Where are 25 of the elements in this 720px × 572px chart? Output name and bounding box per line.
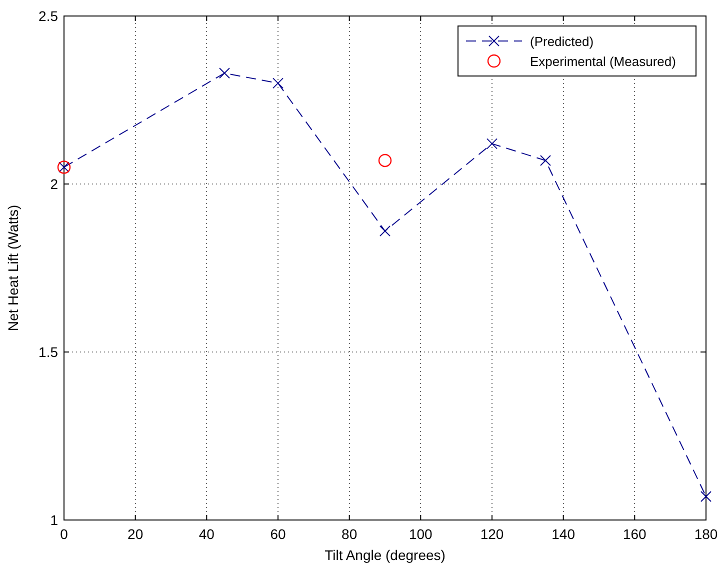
x-tick-label: 40 [198, 526, 215, 542]
x-tick-label: 0 [60, 526, 68, 542]
y-axis-title: Net Heat Lift (Watts) [5, 204, 21, 332]
x-tick-label: 160 [622, 526, 647, 542]
point [378, 154, 392, 168]
point [486, 138, 498, 150]
point [380, 226, 390, 237]
y-tick-label: 2.5 [38, 8, 58, 24]
x-tick-label: 20 [128, 526, 144, 542]
point [540, 154, 551, 166]
x-tick-label: 60 [270, 526, 286, 542]
x-tick-label: 80 [342, 526, 358, 542]
y-tick-label: 1 [50, 512, 58, 528]
x-axis-title: Tilt Angle (degrees) [324, 547, 446, 563]
x-tick-label: 180 [694, 526, 718, 542]
x-tick-label: 100 [408, 526, 433, 542]
y-tick-label: 1.5 [38, 344, 58, 360]
point [219, 68, 230, 79]
point [272, 78, 284, 89]
y-tick-label: 2 [50, 176, 58, 192]
legend-label: (Predicted) [530, 34, 594, 49]
point [700, 490, 712, 502]
x-tick-label: 140 [552, 526, 576, 542]
x-tick-label: 120 [480, 526, 504, 542]
legend-label: Experimental (Measured) [530, 54, 676, 69]
